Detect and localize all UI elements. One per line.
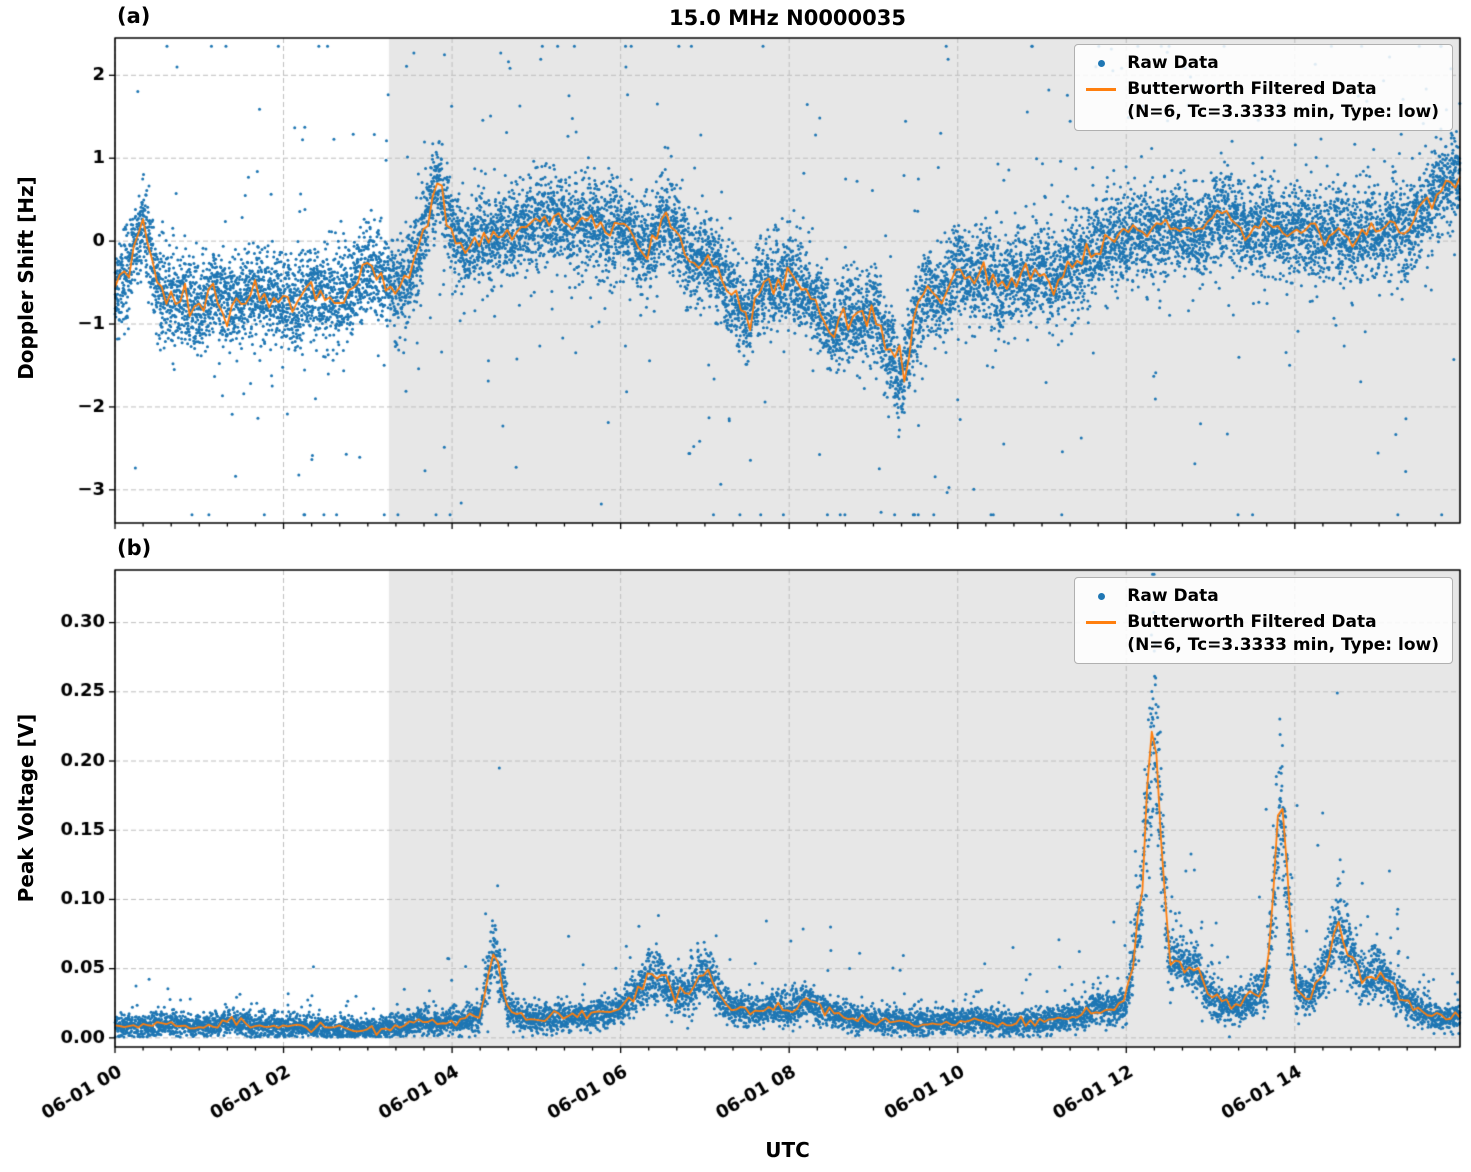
legend-entry-raw-data: Raw Data	[1084, 585, 1439, 607]
legend-filtered-label: Butterworth Filtered Data	[1127, 79, 1377, 100]
chart-title: 15.0 MHz N0000035	[669, 6, 906, 30]
y-axis-label-peak-voltage: Peak Voltage [V]	[14, 713, 38, 903]
x-axis-label-utc: UTC	[765, 1138, 810, 1162]
raw-data-marker-icon	[1084, 59, 1118, 67]
legend-filtered-sublabel: (N=6, Tc=3.3333 min, Type: low)	[1127, 101, 1439, 122]
y-axis-label-doppler-shift: Doppler Shift [Hz]	[14, 176, 38, 380]
panel-b-label: (b)	[117, 536, 152, 560]
legend-panel-b: Raw Data Butterworth Filtered Data (N=6,…	[1074, 577, 1453, 665]
legend-entry-filtered-data: Butterworth Filtered Data (N=6, Tc=3.333…	[1084, 78, 1439, 123]
legend-entry-raw-data: Raw Data	[1084, 52, 1439, 74]
filtered-line-icon	[1084, 78, 1118, 92]
legend-raw-label: Raw Data	[1127, 586, 1219, 606]
legend-panel-a: Raw Data Butterworth Filtered Data (N=6,…	[1074, 44, 1453, 132]
legend-raw-label: Raw Data	[1127, 53, 1219, 73]
raw-data-marker-icon	[1084, 592, 1118, 600]
panel-a-label: (a)	[117, 4, 151, 28]
legend-filtered-label: Butterworth Filtered Data	[1127, 612, 1377, 633]
legend-filtered-sublabel: (N=6, Tc=3.3333 min, Type: low)	[1127, 634, 1439, 655]
legend-entry-filtered-data: Butterworth Filtered Data (N=6, Tc=3.333…	[1084, 611, 1439, 656]
filtered-line-icon	[1084, 611, 1118, 625]
